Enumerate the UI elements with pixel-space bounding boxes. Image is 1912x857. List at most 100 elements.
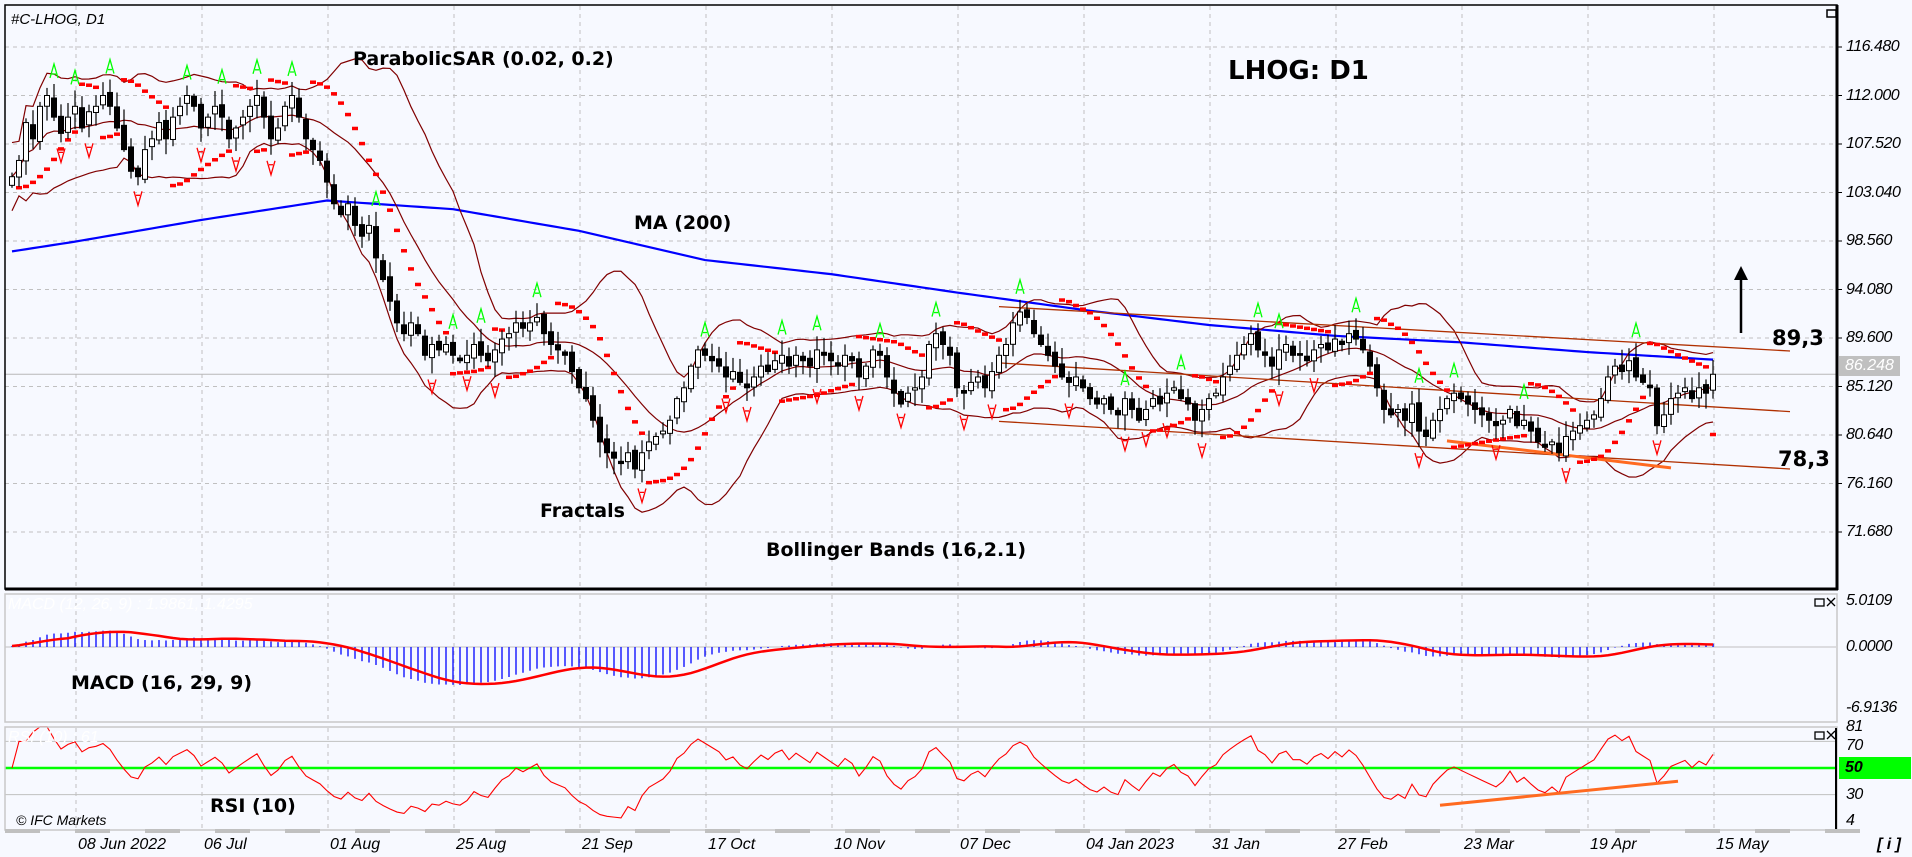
candle-down xyxy=(1402,408,1408,421)
sar-dot xyxy=(1696,362,1702,366)
candle-down xyxy=(1045,345,1051,356)
sar-dot xyxy=(1353,378,1359,383)
sar-dot xyxy=(1556,394,1562,399)
candle-up xyxy=(919,376,925,390)
candle-up xyxy=(1143,408,1149,421)
sar-dot xyxy=(1402,332,1408,336)
fractal-down-icon xyxy=(987,404,997,421)
candle-up xyxy=(653,436,659,445)
close-icon[interactable] xyxy=(1826,597,1836,607)
sar-dot xyxy=(618,389,624,394)
trendline xyxy=(998,420,1791,470)
candle-up xyxy=(926,343,932,379)
sar-dot xyxy=(485,365,491,370)
sar-dot xyxy=(254,149,260,154)
sar-dot xyxy=(611,371,617,376)
sar-dot xyxy=(86,83,92,87)
price-tick-label: 98.560 xyxy=(1846,232,1892,249)
symbol-label: #C-LHOG, D1 xyxy=(11,11,106,28)
sar-dot xyxy=(1059,298,1065,302)
candle-down xyxy=(1031,319,1037,335)
candle-down xyxy=(954,352,960,389)
sar-dot xyxy=(835,386,841,391)
fractal-up-icon xyxy=(287,59,297,77)
candle-down xyxy=(380,260,386,281)
info-button[interactable]: [ i ] xyxy=(1877,836,1901,853)
candle-up xyxy=(513,322,519,333)
maximize-icon[interactable] xyxy=(1826,9,1837,18)
candle-down xyxy=(422,335,428,356)
candle-up xyxy=(1101,398,1107,405)
sar-dot xyxy=(604,353,610,358)
candle-down xyxy=(226,119,232,140)
candle-down xyxy=(1066,377,1072,383)
sar-dot xyxy=(1367,371,1373,376)
scrollbar-segment xyxy=(285,829,320,833)
macd-readout: MACD (12, 26, 9) : 1.9861, 1.4295 xyxy=(8,596,253,613)
sar-dot xyxy=(933,404,939,409)
sar-dot xyxy=(1535,383,1541,387)
candle-down xyxy=(1290,345,1296,356)
fractal-down-icon xyxy=(56,148,66,165)
fractal-up-icon xyxy=(931,300,941,317)
candle-down xyxy=(268,115,274,140)
sar-dot xyxy=(499,328,505,332)
scrollbar-segment xyxy=(1825,829,1860,833)
sar-dot xyxy=(72,130,78,134)
candle-up xyxy=(254,95,260,106)
candle-down xyxy=(1052,351,1058,367)
fractal-down-icon xyxy=(133,191,143,208)
candle-down xyxy=(394,300,400,324)
sar-dot xyxy=(1612,440,1618,445)
sar-dot xyxy=(359,141,365,146)
sar-dot xyxy=(1311,327,1317,332)
candle-up xyxy=(905,392,911,402)
maximize-icon[interactable] xyxy=(1814,731,1825,740)
close-icon[interactable] xyxy=(1826,730,1836,740)
sar-dot xyxy=(1486,439,1492,443)
scrollbar-segment xyxy=(1405,829,1440,833)
candle-down xyxy=(1514,411,1520,427)
candle-up xyxy=(1346,333,1352,344)
sar-dot xyxy=(1437,380,1443,385)
candle-up xyxy=(772,360,778,370)
rsi-tick-label: 30 xyxy=(1846,786,1863,803)
sar-dot xyxy=(996,338,1002,342)
sar-dot xyxy=(457,371,463,375)
sar-dot xyxy=(1710,432,1716,437)
sar-dot xyxy=(240,85,246,89)
sar-dot xyxy=(1703,365,1709,369)
candle-up xyxy=(1563,436,1569,457)
ma-label: MA (200) xyxy=(634,212,732,234)
candle-down xyxy=(352,205,358,226)
maximize-icon[interactable] xyxy=(1814,598,1825,607)
date-tick-label: 15 May xyxy=(1716,836,1769,853)
sar-dot xyxy=(849,382,855,387)
sar-dot xyxy=(121,78,127,82)
candle-down xyxy=(632,449,638,470)
candle-up xyxy=(674,398,680,419)
candle-up xyxy=(464,354,470,364)
candle-down xyxy=(1647,384,1653,389)
sar-dot xyxy=(863,335,869,340)
candle-down xyxy=(401,324,407,335)
candle-up xyxy=(1122,398,1128,416)
candle-down xyxy=(1360,338,1366,351)
candle-up xyxy=(1549,441,1555,446)
scrollbar[interactable] xyxy=(5,829,1860,833)
sar-dot xyxy=(1094,316,1100,321)
candle-up xyxy=(1577,425,1583,434)
sar-dot xyxy=(1626,419,1632,423)
candle-down xyxy=(604,438,610,454)
fractal-down-icon xyxy=(490,382,500,400)
sar-dot xyxy=(1430,371,1436,376)
candle-up xyxy=(233,127,239,139)
sar-dot xyxy=(555,301,561,306)
candle-up xyxy=(1675,392,1681,399)
candle-down xyxy=(1178,389,1184,400)
fractal-down-icon xyxy=(1064,403,1074,420)
sar-dot xyxy=(1213,379,1219,384)
candle-up xyxy=(408,322,414,336)
candle-up xyxy=(1199,408,1205,422)
